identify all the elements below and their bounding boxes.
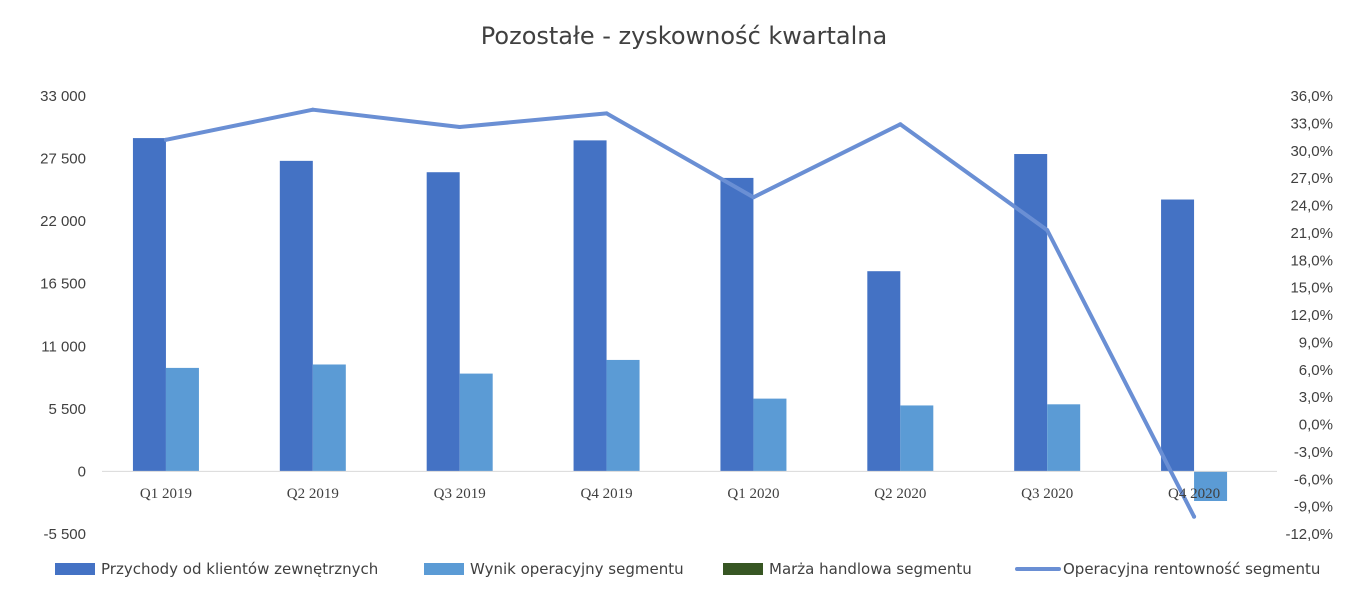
right-tick-label: 15,0% <box>1290 280 1333 297</box>
left-axis: 33 000 27 500 22 000 16 500 11 000 5 500 0 -5 5… <box>40 88 86 543</box>
right-tick-label: -6,0% <box>1294 471 1333 488</box>
bar-2-2 <box>312 364 346 472</box>
chart-title: Pozostałe - zyskowność kwartalna <box>481 22 887 50</box>
left-tick-label: 27 500 <box>40 151 86 168</box>
x-tick-label: Q3 2020 <box>1021 486 1073 502</box>
x-tick-label: Q4 2020 <box>1168 486 1220 502</box>
left-tick-label: 16 500 <box>40 276 86 293</box>
right-tick-label: 33,0% <box>1290 115 1333 132</box>
right-axis: 36,0% 33,0% 30,0% 27,0% 24,0% 21,0% 18,0% 15,0%… <box>1285 88 1333 543</box>
bars-layer <box>132 138 1228 502</box>
line-point-2 <box>310 107 315 112</box>
bar-1-7 <box>1014 154 1048 472</box>
bar-2-5 <box>753 398 787 472</box>
line-point-3 <box>457 125 462 130</box>
legend-swatch-2 <box>424 563 464 575</box>
x-tick-label: Q1 2020 <box>727 486 779 502</box>
legend-label-4: Operacyjna rentowność segmentu <box>1063 560 1320 578</box>
line-point-4 <box>604 111 609 116</box>
line-point-7 <box>1045 228 1050 233</box>
right-tick-label: 27,0% <box>1290 170 1333 187</box>
right-tick-label: 24,0% <box>1290 198 1333 215</box>
line-series-1 <box>163 107 1197 519</box>
right-tick-label: 12,0% <box>1290 307 1333 324</box>
bar-1-6 <box>867 271 901 472</box>
x-tick-label: Q2 2019 <box>287 486 339 502</box>
legend-swatch-1 <box>55 563 95 575</box>
legend: Przychody od klientów zewnętrznych Wynik … <box>55 560 1320 578</box>
legend-swatch-3 <box>723 563 763 575</box>
bar-1-5 <box>720 177 754 472</box>
right-tick-label: 3,0% <box>1299 389 1333 406</box>
right-tick-label: 18,0% <box>1290 252 1333 269</box>
bar-2-4 <box>606 359 640 472</box>
line-point-5 <box>751 195 756 200</box>
bar-1-8 <box>1161 199 1195 472</box>
right-tick-label: 36,0% <box>1290 88 1333 105</box>
x-axis: Q1 2019 Q2 2019 Q3 2019 Q4 2019 Q1 2020 Q2 20… <box>140 486 1220 502</box>
bar-2-3 <box>459 373 493 472</box>
right-tick-label: 21,0% <box>1290 225 1333 242</box>
bar-2-8 <box>1194 471 1228 502</box>
x-tick-label: Q1 2019 <box>140 486 192 502</box>
bar-2-1 <box>165 367 199 472</box>
bar-1-2 <box>279 160 313 472</box>
left-tick-label: 11 000 <box>41 338 86 355</box>
legend-label-2: Wynik operacyjny segmentu <box>470 560 684 578</box>
right-tick-label: 6,0% <box>1299 362 1333 379</box>
legend-label-1: Przychody od klientów zewnętrznych <box>101 560 378 578</box>
right-tick-label: -12,0% <box>1285 526 1333 543</box>
x-tick-label: Q4 2019 <box>581 486 633 502</box>
line-point-1 <box>163 137 168 142</box>
bar-1-1 <box>132 138 166 472</box>
left-tick-label: 33 000 <box>40 88 86 105</box>
bar-2-6 <box>900 405 934 472</box>
right-tick-label: -9,0% <box>1294 499 1333 516</box>
left-tick-label: -5 500 <box>43 526 86 543</box>
line-point-6 <box>898 122 903 127</box>
bar-2-7 <box>1047 404 1081 472</box>
left-tick-label: 5 500 <box>48 401 86 418</box>
right-tick-label: 30,0% <box>1290 143 1333 160</box>
right-tick-label: 0,0% <box>1299 417 1333 434</box>
left-tick-label: 22 000 <box>40 213 86 230</box>
x-tick-label: Q2 2020 <box>874 486 926 502</box>
legend-label-3: Marża handlowa segmentu <box>769 560 972 578</box>
bar-1-4 <box>573 140 607 472</box>
left-tick-label: 0 <box>78 463 86 480</box>
line-point-8 <box>1192 514 1197 519</box>
right-tick-label: -3,0% <box>1294 444 1333 461</box>
bar-1-3 <box>426 172 460 472</box>
x-tick-label: Q3 2019 <box>434 486 486 502</box>
right-tick-label: 9,0% <box>1299 334 1333 351</box>
line-layer <box>163 107 1197 519</box>
